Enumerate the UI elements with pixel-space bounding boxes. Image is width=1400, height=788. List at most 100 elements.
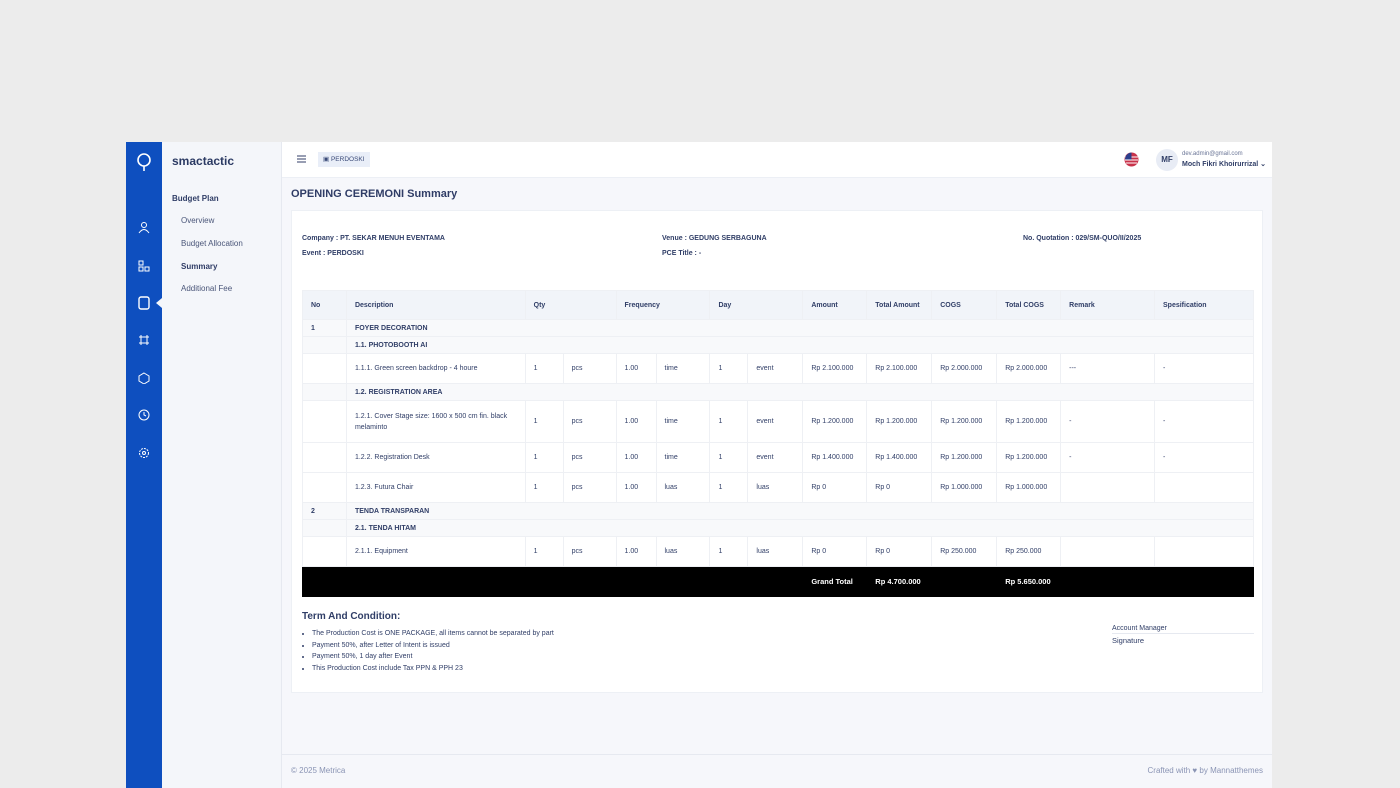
cell xyxy=(301,566,804,597)
grand-total-row: Grand Total Rp 4.700.000 Rp 5.650.000 xyxy=(301,566,1254,597)
menu-item[interactable]: Budget Allocation xyxy=(181,239,243,248)
copyright: © 2025 Metrica xyxy=(291,766,346,775)
cell: Rp 250.000 xyxy=(996,536,1062,567)
group-label: 1.1. PHOTOBOOTH AI xyxy=(345,336,1255,354)
cell: event xyxy=(747,442,804,473)
row-number xyxy=(302,519,347,537)
nav-users[interactable] xyxy=(136,222,152,234)
cell: 1.2.2. Registration Desk xyxy=(345,442,526,473)
row-number xyxy=(302,536,347,567)
terms-title: Term And Condition: xyxy=(302,611,401,622)
cell xyxy=(1060,472,1155,503)
nav-flow[interactable] xyxy=(136,334,152,346)
cell: time xyxy=(655,442,711,473)
flag[interactable] xyxy=(1124,152,1139,167)
cell: Rp 1.000.000 xyxy=(996,472,1062,503)
cell: 1 xyxy=(709,536,749,567)
item-row: 2.1.1. Equipment 1 pcs 1.00 luas 1 luas Rp 0 Rp … xyxy=(302,536,1254,567)
cell: Rp 2.100.000 xyxy=(802,353,868,384)
avatar[interactable]: MF xyxy=(1156,149,1178,171)
item-row: 1.2.3. Futura Chair 1 pcs 1.00 luas 1 luas Rp 0… xyxy=(302,472,1254,503)
column-header: Day xyxy=(709,290,804,320)
cell: 1 xyxy=(524,400,564,443)
menu-item[interactable]: Additional Fee xyxy=(181,284,233,293)
cell: - xyxy=(1060,442,1155,473)
group-row: 2.1. TENDA HITAM xyxy=(302,519,1255,537)
cell xyxy=(931,566,998,597)
cell: Rp 0 xyxy=(802,472,868,503)
user-name[interactable]: Moch Fikri Khoirurrizal ⌄ xyxy=(1182,161,1267,168)
nav-box[interactable] xyxy=(136,372,152,384)
section-row: 2 TENDA TRANSPARAN xyxy=(302,502,1255,520)
signature-block: Account Manager Signature xyxy=(1112,625,1254,645)
cell: time xyxy=(655,400,711,443)
cell: 1.00 xyxy=(615,353,657,384)
cell: luas xyxy=(747,472,804,503)
cell: - xyxy=(1060,400,1155,443)
term-item: This Production Cost include Tax PPN & P… xyxy=(312,663,554,675)
topbar: ▣ PERDOSKI MF dev.admin@gmail.com Moch F… xyxy=(282,142,1272,178)
item-row: 1.1.1. Green screen backdrop - 4 houre 1 p… xyxy=(302,353,1254,384)
cell: Rp 2.100.000 xyxy=(866,353,933,384)
cell: 1.2.1. Cover Stage size: 1600 x 500 cm f… xyxy=(345,400,526,443)
cell: 1.00 xyxy=(615,536,657,567)
breadcrumb-text: PERDOSKI xyxy=(330,156,365,163)
item-row: 1.2.1. Cover Stage size: 1600 x 500 cm f… xyxy=(302,400,1254,443)
row-number xyxy=(302,442,347,473)
section-row: 1 FOYER DECORATION xyxy=(302,319,1255,337)
row-number: 2 xyxy=(302,502,347,520)
cell: pcs xyxy=(562,353,617,384)
cell xyxy=(1154,472,1254,503)
menu-section: Budget Plan xyxy=(172,194,219,203)
cell: pcs xyxy=(562,536,617,567)
credits-author[interactable]: by Mannatthemes xyxy=(1199,766,1263,775)
menu-item[interactable]: Summary xyxy=(181,262,218,271)
cell: Rp 1.400.000 xyxy=(866,442,933,473)
nav-history[interactable] xyxy=(136,409,152,421)
cell: event xyxy=(747,400,804,443)
nav-settings[interactable] xyxy=(136,447,152,459)
summary-card: Company : PT. SEKAR MENUH EVENTAMA Event… xyxy=(291,210,1263,693)
nav-apps[interactable] xyxy=(136,260,152,272)
column-header: Total Amount xyxy=(866,290,933,320)
column-header: Description xyxy=(345,290,526,320)
row-number: 1 xyxy=(302,319,347,337)
column-header: Remark xyxy=(1060,290,1155,320)
cell xyxy=(1154,536,1254,567)
menu-item[interactable]: Overview xyxy=(181,216,215,225)
side-menu: smactactic Budget Plan Overview Budget A… xyxy=(162,142,282,788)
cell: Rp 1.200.000 xyxy=(931,400,998,443)
cell: pcs xyxy=(562,442,617,473)
company: Company : PT. SEKAR MENUH EVENTAMA xyxy=(302,235,445,242)
cell: event xyxy=(747,353,804,384)
cell: 1.00 xyxy=(615,400,657,443)
budget-table: No Description Qty Frequency Day Amount Total … xyxy=(301,290,1255,597)
column-header: Frequency xyxy=(615,290,711,320)
menu-toggle[interactable] xyxy=(297,155,306,163)
column-header: Amount xyxy=(802,290,868,320)
cell xyxy=(1060,536,1155,567)
cell: Rp 2.000.000 xyxy=(931,353,998,384)
row-number xyxy=(302,383,347,401)
cell: 1 xyxy=(709,472,749,503)
cell xyxy=(1060,566,1254,597)
breadcrumb[interactable]: ▣ PERDOSKI xyxy=(318,152,370,167)
nav-budget[interactable] xyxy=(136,296,162,310)
row-number xyxy=(302,353,347,384)
cell: 1 xyxy=(524,472,564,503)
group-row: 1.1. PHOTOBOOTH AI xyxy=(302,336,1255,354)
cell: Rp 250.000 xyxy=(931,536,998,567)
signature-label: Signature xyxy=(1112,636,1145,645)
column-header: Qty xyxy=(524,290,617,320)
cell: - xyxy=(1154,353,1254,384)
terms-list: The Production Cost is ONE PACKAGE, all … xyxy=(302,628,554,675)
cell: 1 xyxy=(709,442,749,473)
venue: Venue : GEDUNG SERBAGUNA xyxy=(662,235,767,242)
icon-rail xyxy=(126,142,162,788)
header-row: No Description Qty Frequency Day Amount Total … xyxy=(302,290,1254,320)
row-number xyxy=(302,336,347,354)
column-header: COGS xyxy=(931,290,998,320)
cell: 1.00 xyxy=(615,442,657,473)
cell: Rp 1.200.000 xyxy=(802,400,868,443)
